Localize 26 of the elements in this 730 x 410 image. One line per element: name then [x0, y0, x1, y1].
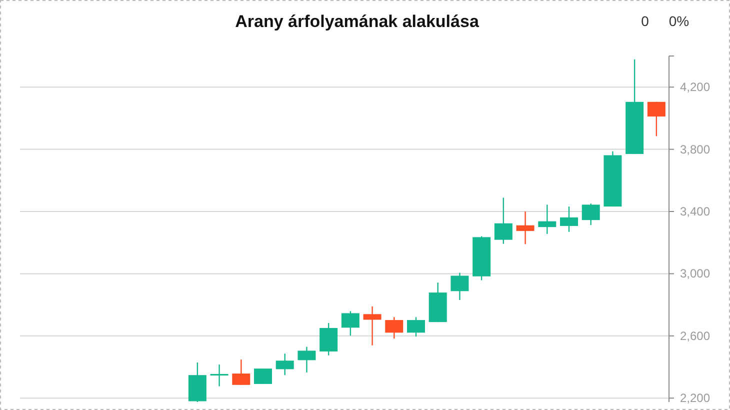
candlestick: [276, 353, 294, 376]
y-tick-label: 2,200: [680, 391, 710, 406]
candlestick: [232, 358, 250, 386]
y-tick-label: 3,000: [680, 266, 710, 281]
candlestick: [254, 368, 272, 385]
y-tick-label: 3,800: [680, 142, 710, 156]
candlestick: [647, 101, 666, 137]
chart-title: Arany árfolyamának alakulása: [235, 12, 480, 31]
text: 0%: [668, 13, 690, 29]
candlestick: [494, 197, 512, 244]
candlestick: [210, 364, 228, 387]
candlestick: [363, 306, 382, 346]
y-tick-label: 2,600: [680, 328, 710, 343]
y-tick-label: 4,200: [680, 80, 710, 94]
candlestick: [560, 206, 578, 232]
candlestick: [450, 272, 469, 301]
y-tick-label: 3,400: [680, 204, 710, 219]
candlestick: [582, 202, 600, 226]
candlestick: [538, 204, 556, 234]
candlestick: [407, 316, 425, 338]
candlestick: [320, 322, 338, 356]
text: 0: [641, 13, 650, 29]
candlestick: [298, 346, 316, 374]
candlestick: [385, 316, 404, 340]
candlestick: [341, 310, 360, 336]
candlestick: [516, 210, 534, 245]
